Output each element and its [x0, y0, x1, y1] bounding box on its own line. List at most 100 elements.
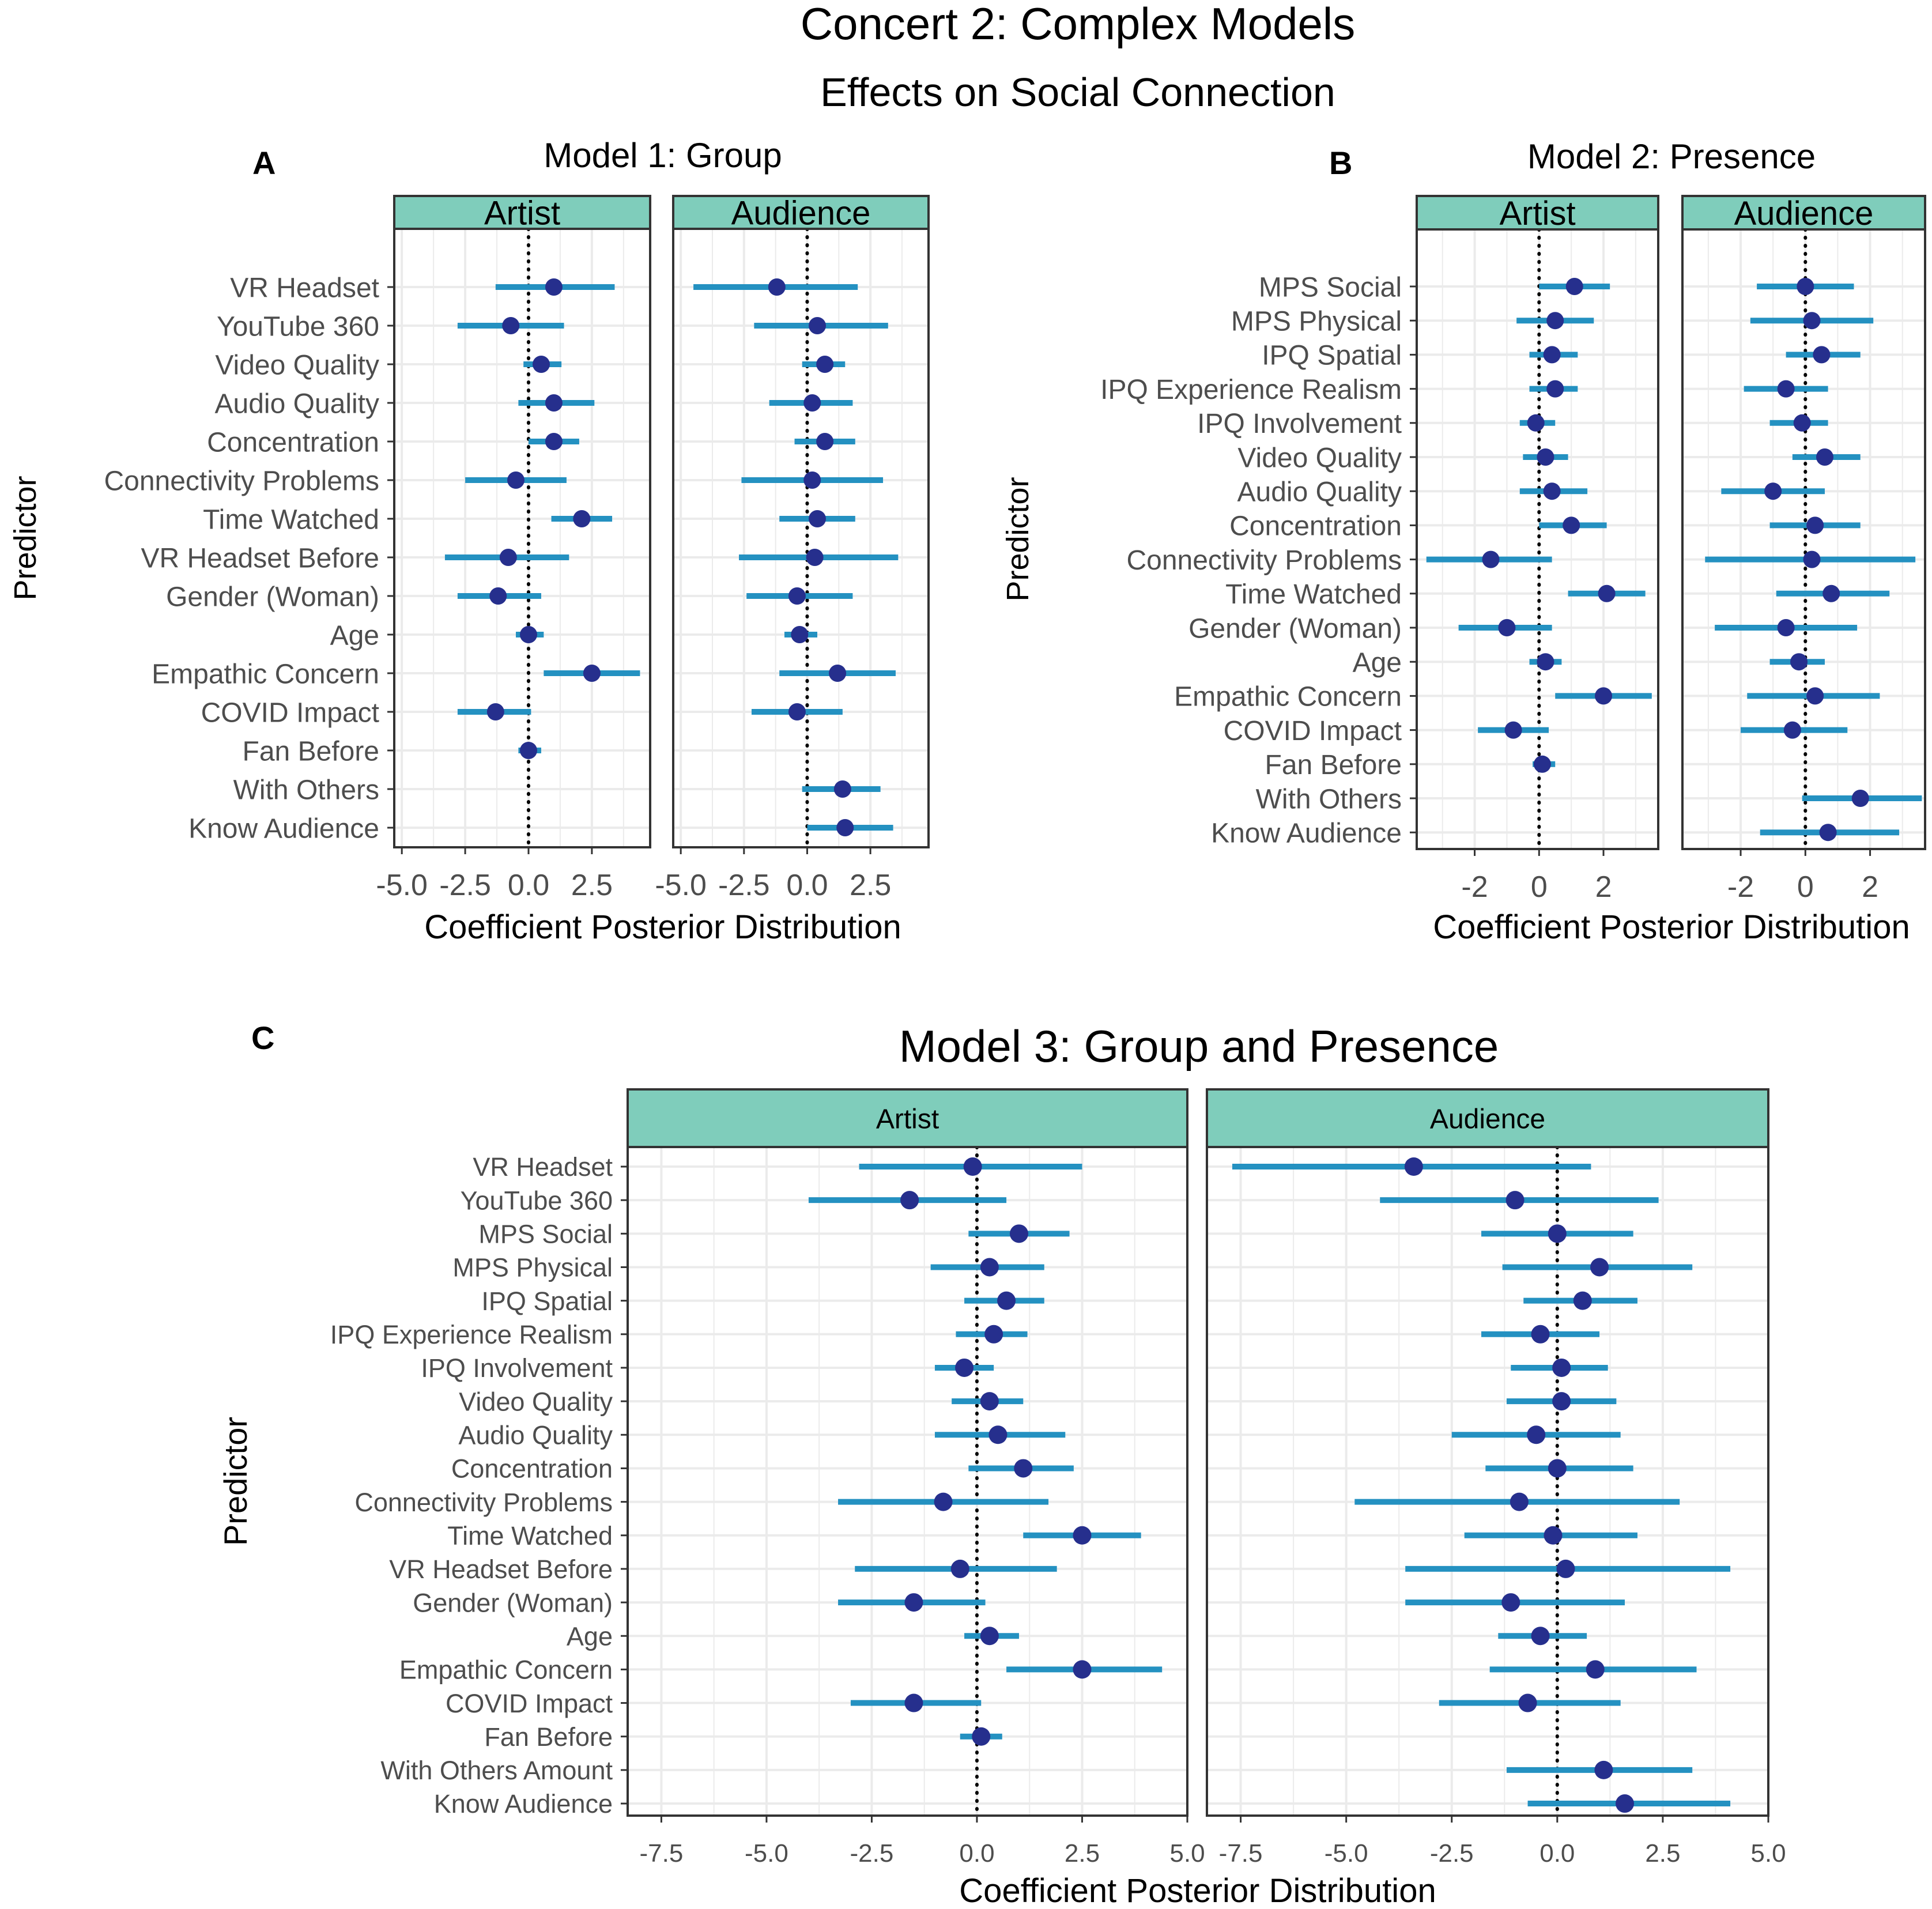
y-tick-label-ipq-involvement: IPQ Involvement — [421, 1353, 613, 1383]
facet-audience: Audience -5.0 -2.5 0.0 2.5 — [655, 194, 930, 902]
point-estimate-vr-headset-before — [950, 1559, 969, 1578]
plot-background — [1207, 1147, 1768, 1816]
x-tick-label: 2.5 — [850, 869, 891, 902]
point-estimate-age — [519, 626, 537, 643]
y-tick-label-ipq-spatial: IPQ Spatial — [481, 1286, 613, 1316]
plot-background — [628, 1147, 1187, 1816]
y-tick-label-know-audience: Know Audience — [188, 813, 379, 844]
point-estimate-mps-social — [1009, 1224, 1028, 1243]
y-tick-label-connectivity-problems: Connectivity Problems — [104, 466, 379, 496]
point-estimate-vr-headset — [545, 278, 563, 296]
y-tick-label-youtube-360: YouTube 360 — [217, 311, 379, 342]
x-tick-label: -5.0 — [1325, 1839, 1368, 1867]
point-estimate-mps-physical — [1590, 1258, 1609, 1277]
point-estimate-vr-headset-before — [806, 549, 824, 566]
panel-b: Predictor Coefficient Posterior Distribut… — [1001, 195, 1926, 946]
y-tick-label-ipq-spatial: IPQ Spatial — [1262, 341, 1402, 371]
y-tick-label-gender-woman: Gender (Woman) — [413, 1588, 613, 1617]
point-estimate-time-watched — [1598, 584, 1616, 602]
figure-subtitle: Effects on Social Connection — [820, 70, 1335, 115]
facet-artist: Artist -7.5 -5.0 -2.5 0.0 2.5 5.0 — [627, 1088, 1205, 1867]
point-estimate-ipq-experience-realism — [1777, 380, 1795, 398]
point-estimate-youtube-360 — [809, 317, 827, 334]
y-tick-label-fan-before: Fan Before — [1265, 750, 1402, 780]
point-estimate-gender-woman — [904, 1593, 923, 1612]
y-tick-label-covid-impact: COVID Impact — [1224, 716, 1402, 746]
point-estimate-video-quality — [532, 356, 550, 373]
y-tick-label-vr-headset: VR Headset — [473, 1152, 613, 1182]
y-tick-label-age: Age — [1353, 647, 1402, 678]
point-estimate-fan-before — [972, 1727, 991, 1746]
point-estimate-age — [1790, 653, 1808, 671]
y-tick-label-mps-physical: MPS Physical — [452, 1253, 613, 1282]
point-estimate-connectivity-problems — [803, 471, 821, 489]
y-tick-label-audio-quality: Audio Quality — [215, 388, 380, 419]
point-estimate-gender-woman — [1501, 1593, 1520, 1612]
y-tick-label-time-watched: Time Watched — [447, 1521, 613, 1550]
x-tick-label: -2.5 — [1430, 1839, 1474, 1867]
point-estimate-time-watched — [1073, 1526, 1092, 1545]
x-tick-label: 5.0 — [1750, 1839, 1786, 1867]
point-estimate-video-quality — [1816, 448, 1833, 466]
point-estimate-connectivity-problems — [1803, 550, 1821, 568]
point-estimate-time-watched — [1822, 584, 1840, 602]
y-tick-label-concentration: Concentration — [451, 1454, 613, 1484]
y-tick-label-fan-before: Fan Before — [243, 736, 379, 767]
point-estimate-vr-headset-before — [499, 549, 517, 566]
point-estimate-empathic-concern — [583, 665, 601, 682]
y-tick-label-empathic-concern: Empathic Concern — [399, 1655, 613, 1685]
y-tick-label-vr-headset-before: VR Headset Before — [389, 1555, 613, 1584]
y-tick-label-know-audience: Know Audience — [434, 1789, 613, 1819]
x-tick-label: 2.5 — [1065, 1839, 1100, 1867]
point-estimate-concentration — [1548, 1459, 1567, 1478]
point-estimate-video-quality — [816, 356, 834, 373]
y-tick-label-video-quality: Video Quality — [215, 350, 379, 380]
point-estimate-time-watched — [1544, 1526, 1563, 1545]
point-estimate-ipq-spatial — [1573, 1291, 1592, 1310]
point-estimate-empathic-concern — [1073, 1660, 1092, 1679]
y-tick-label-video-quality: Video Quality — [459, 1387, 613, 1416]
facet-strip — [627, 1088, 1188, 1148]
plot-background — [394, 229, 650, 847]
y-tick-label-connectivity-problems: Connectivity Problems — [1126, 545, 1402, 576]
x-tick-label: -2.5 — [439, 869, 491, 902]
y-tick-label-video-quality: Video Quality — [1237, 443, 1402, 473]
x-tick-label: 0 — [1531, 870, 1548, 904]
point-estimate-know-audience — [1819, 824, 1837, 842]
point-estimate-empathic-concern — [1595, 687, 1613, 705]
y-tick-label-covid-impact: COVID Impact — [201, 697, 379, 728]
point-estimate-video-quality — [980, 1392, 999, 1411]
facet-artist: Artist -2 0 2 — [1416, 195, 1659, 904]
point-estimate-audio-quality — [988, 1425, 1007, 1444]
x-tick-label: 5.0 — [1169, 1839, 1205, 1867]
y-tick-label-covid-impact: COVID Impact — [446, 1689, 613, 1718]
facet-strip-label: Artist — [1499, 195, 1575, 232]
point-estimate-know-audience — [1616, 1794, 1635, 1813]
point-estimate-ipq-spatial — [997, 1291, 1016, 1310]
y-tick-label-ipq-experience-realism: IPQ Experience Realism — [330, 1320, 613, 1349]
y-tick-label-with-others: With Others — [233, 775, 379, 805]
y-tick-label-know-audience: Know Audience — [1211, 818, 1402, 848]
point-estimate-mps-social — [1797, 278, 1814, 295]
y-tick-label-with-others-amount: With Others Amount — [380, 1756, 613, 1785]
facet-strip-label: Audience — [1734, 195, 1874, 232]
facet-strip — [1206, 1088, 1769, 1148]
point-estimate-fan-before — [1533, 755, 1551, 773]
y-tick-label-time-watched: Time Watched — [203, 504, 379, 535]
x-tick-label: 0.0 — [959, 1839, 994, 1867]
point-estimate-youtube-360 — [502, 317, 520, 334]
x-tick-label: -5.0 — [745, 1839, 788, 1867]
point-estimate-audio-quality — [803, 394, 821, 412]
point-estimate-time-watched — [809, 510, 827, 527]
point-estimate-connectivity-problems — [507, 471, 525, 489]
point-estimate-covid-impact — [1504, 721, 1522, 739]
x-axis-title: Coefficient Posterior Distribution — [959, 1872, 1436, 1909]
facet-strip-label: Artist — [876, 1104, 939, 1134]
facet-strip-label: Audience — [731, 194, 871, 232]
point-estimate-audio-quality — [1527, 1425, 1546, 1444]
x-tick-label: -7.5 — [1219, 1839, 1263, 1867]
point-estimate-ipq-involvement — [955, 1358, 974, 1377]
y-tick-label-ipq-experience-realism: IPQ Experience Realism — [1100, 375, 1402, 405]
x-tick-label: -2.5 — [850, 1839, 894, 1867]
point-estimate-vr-headset — [1404, 1157, 1423, 1176]
